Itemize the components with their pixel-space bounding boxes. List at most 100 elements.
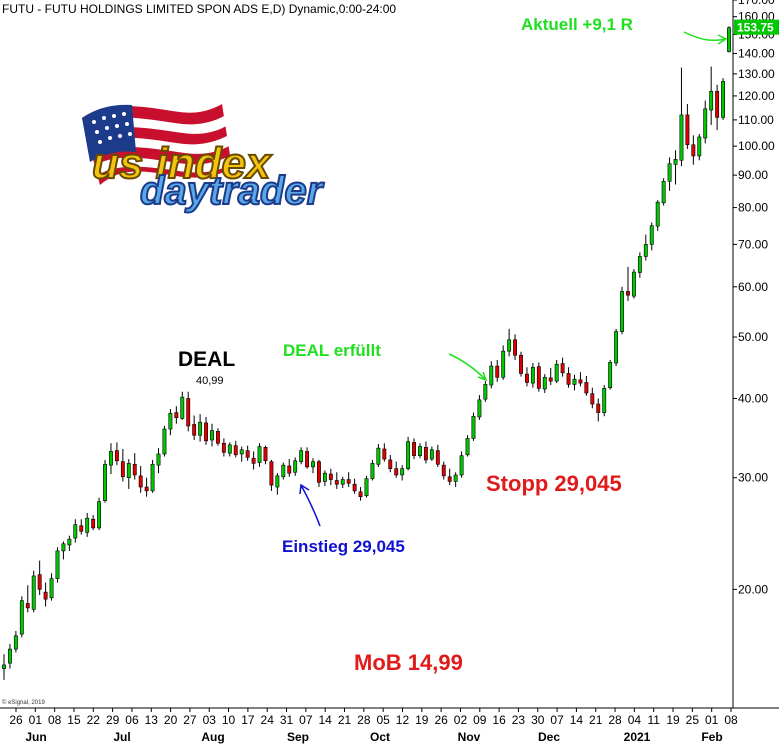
x-tick-label: 16 [492, 713, 506, 727]
candle-body-up [542, 376, 547, 390]
candle-body-up [227, 444, 232, 454]
candle-body-down [120, 461, 125, 478]
candle [120, 448, 125, 482]
candle-body-up [608, 362, 613, 388]
candle-body-down [495, 365, 500, 378]
candle-body-down [91, 518, 96, 529]
candle [602, 385, 607, 417]
candle-body-up [198, 421, 203, 436]
x-tick-label: 01 [705, 713, 719, 727]
x-tick-label: 19 [415, 713, 429, 727]
x-tick-label: 15 [67, 713, 81, 727]
candle [412, 438, 416, 460]
month-label: Feb [701, 730, 722, 744]
candle-body-up [655, 201, 660, 227]
x-tick-label: 23 [512, 713, 526, 727]
x-tick-label: 13 [145, 713, 159, 727]
candle [61, 541, 66, 560]
candle [483, 381, 488, 402]
x-tick-label: 31 [280, 713, 294, 727]
annotation-deal: DEAL [178, 348, 235, 371]
candle-body-up [162, 428, 167, 455]
candle [233, 440, 238, 458]
candle-body-down [560, 363, 565, 374]
candle [560, 357, 565, 377]
candle-body-up [275, 475, 280, 488]
candle-body-up [572, 378, 577, 385]
candle-body-up [471, 415, 476, 439]
candle [305, 447, 310, 469]
candle-body-up [679, 114, 684, 161]
candle-body-up [661, 181, 666, 204]
candle-body-down [388, 459, 393, 469]
candle [727, 26, 731, 53]
candle-body-down [245, 450, 250, 458]
candle-body-up [376, 447, 381, 465]
candle [144, 477, 149, 497]
candle-body-up [400, 468, 405, 476]
x-tick-label: 26 [434, 713, 448, 727]
chart-title: FUTU - FUTU HOLDINGS LIMITED SPON ADS E,… [2, 2, 396, 16]
candle-body-up [637, 256, 642, 273]
us-flag-logo: us index daytrader [82, 104, 326, 214]
candle [317, 459, 321, 488]
candle [519, 351, 523, 377]
candle-body-down [305, 451, 310, 468]
candle-body-down [358, 491, 363, 498]
annotation-stopp: Stopp 29,045 [486, 471, 622, 496]
candle-body-down [596, 403, 601, 413]
candle [400, 465, 405, 481]
candle [322, 470, 327, 487]
month-label: Dec [538, 730, 560, 744]
candle-body-up [31, 575, 36, 610]
y-tick-label: 170.00 [738, 0, 775, 7]
candle-body-down [519, 354, 523, 374]
candle [703, 100, 708, 144]
candle-body-up [311, 461, 315, 468]
candle-body-up [673, 159, 678, 165]
annotation-deal-price: 40,99 [196, 375, 224, 387]
candle [103, 459, 107, 503]
candle [352, 478, 357, 494]
x-tick-label: 02 [454, 713, 468, 727]
candle-body-down [192, 424, 197, 436]
candle [429, 446, 434, 461]
candle [216, 428, 220, 446]
candle-body-down [174, 412, 179, 419]
y-axis-ticks: 170.00160.00150.00140.00130.00120.00110.… [733, 0, 775, 596]
y-tick-label: 30.00 [738, 471, 768, 485]
candle [79, 519, 84, 535]
y-tick-label: 120.00 [738, 89, 775, 103]
candle-body-down [584, 382, 589, 394]
candle [221, 438, 226, 457]
x-tick-label: 28 [357, 713, 371, 727]
candle [721, 78, 725, 120]
candle-body-up [614, 331, 619, 364]
candle [180, 391, 185, 420]
candle [388, 454, 393, 473]
candle-body-up [643, 244, 648, 257]
candle [525, 367, 529, 387]
candle-body-down [691, 144, 696, 157]
x-tick-label: 06 [125, 713, 139, 727]
x-tick-label: 04 [628, 713, 642, 727]
candle [174, 406, 179, 424]
candle [370, 459, 375, 481]
candle [239, 446, 244, 462]
candle [13, 630, 18, 653]
candle [328, 468, 333, 486]
y-tick-label: 110.00 [738, 113, 774, 127]
candle [459, 451, 464, 478]
y-tick-label: 80.00 [738, 201, 768, 215]
candle [513, 334, 517, 360]
x-tick-label: 22 [87, 713, 101, 727]
candle [210, 423, 214, 447]
candle-body-up [453, 474, 458, 482]
candle [418, 443, 422, 459]
logo-text-us-index: us index [92, 139, 272, 188]
candle-body-down [132, 463, 137, 476]
candle [530, 362, 535, 388]
candle [132, 453, 137, 480]
month-label: Oct [370, 730, 390, 744]
